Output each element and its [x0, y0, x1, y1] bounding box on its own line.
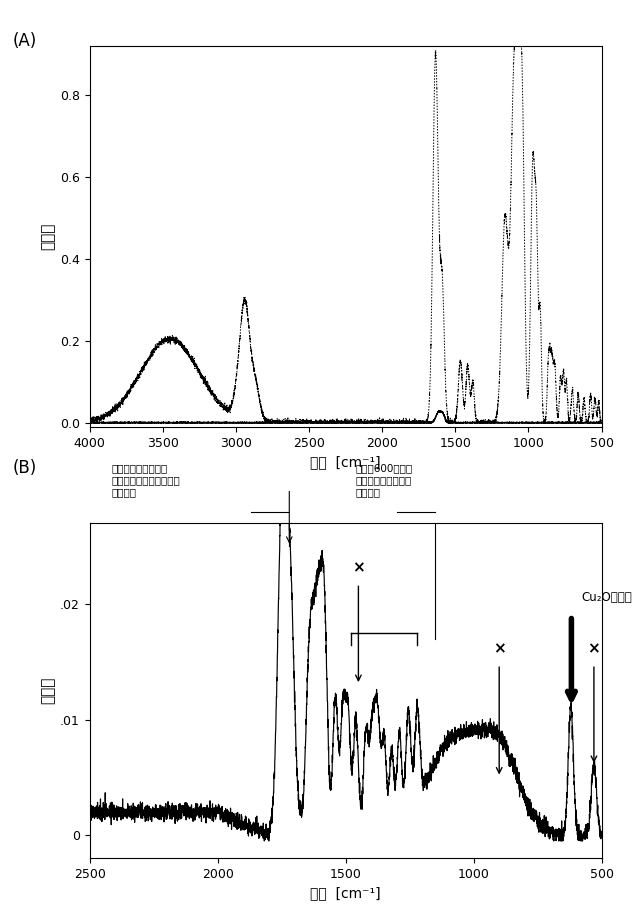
Text: のピーク: のピーク [355, 487, 380, 498]
Y-axis label: 吸光度: 吸光度 [41, 677, 56, 704]
Text: を阻害する付加的生成物: を阻害する付加的生成物 [112, 476, 180, 486]
Text: ×: × [493, 641, 506, 656]
Text: ×: × [588, 641, 600, 656]
X-axis label: 波数  [cm⁻¹]: 波数 [cm⁻¹] [310, 887, 381, 901]
Text: 本発明分散液の製造: 本発明分散液の製造 [112, 464, 168, 474]
Text: のピーク: のピーク [112, 487, 137, 498]
Text: (B): (B) [13, 459, 37, 477]
Text: ×: × [352, 560, 365, 576]
Text: Cu₂Oピーク: Cu₂Oピーク [581, 591, 632, 604]
Y-axis label: 吸光度: 吸光度 [41, 223, 56, 250]
Text: 質量数600以下の: 質量数600以下の [355, 464, 412, 474]
X-axis label: 波数  [cm⁻¹]: 波数 [cm⁻¹] [310, 455, 381, 469]
Text: (A): (A) [13, 32, 37, 50]
Text: 炭素水素酸素化合物: 炭素水素酸素化合物 [355, 476, 412, 486]
